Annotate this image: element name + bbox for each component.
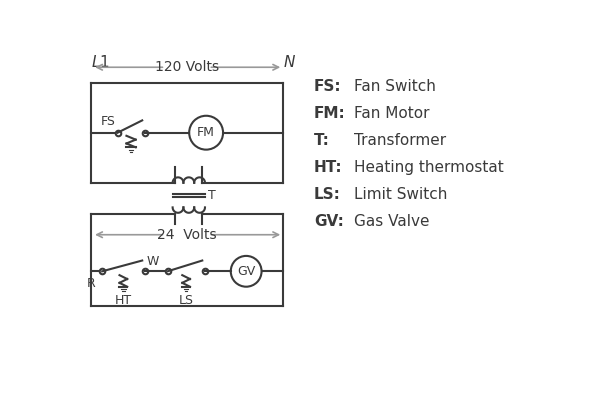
Text: FS: FS <box>101 115 116 128</box>
Text: 24  Volts: 24 Volts <box>157 228 217 242</box>
Text: GV: GV <box>237 265 255 278</box>
Text: LS:: LS: <box>314 187 341 202</box>
Text: $\it{N}$: $\it{N}$ <box>283 54 296 70</box>
Text: Heating thermostat: Heating thermostat <box>354 160 504 175</box>
Text: LS: LS <box>179 294 194 307</box>
Text: T: T <box>208 188 216 202</box>
Text: Fan Switch: Fan Switch <box>354 79 436 94</box>
Text: HT:: HT: <box>314 160 343 175</box>
Text: Transformer: Transformer <box>354 133 446 148</box>
Text: HT: HT <box>115 294 132 307</box>
Text: T:: T: <box>314 133 330 148</box>
Text: FS:: FS: <box>314 79 342 94</box>
Text: FM:: FM: <box>314 106 346 121</box>
Text: Fan Motor: Fan Motor <box>354 106 430 121</box>
Text: FM: FM <box>197 126 215 139</box>
Text: Limit Switch: Limit Switch <box>354 187 447 202</box>
Text: R: R <box>86 278 95 290</box>
Text: $\it{L}$1: $\it{L}$1 <box>91 54 109 70</box>
Text: Gas Valve: Gas Valve <box>354 214 430 229</box>
Text: 120 Volts: 120 Volts <box>155 60 219 74</box>
Text: W: W <box>147 255 159 268</box>
Text: GV:: GV: <box>314 214 344 229</box>
